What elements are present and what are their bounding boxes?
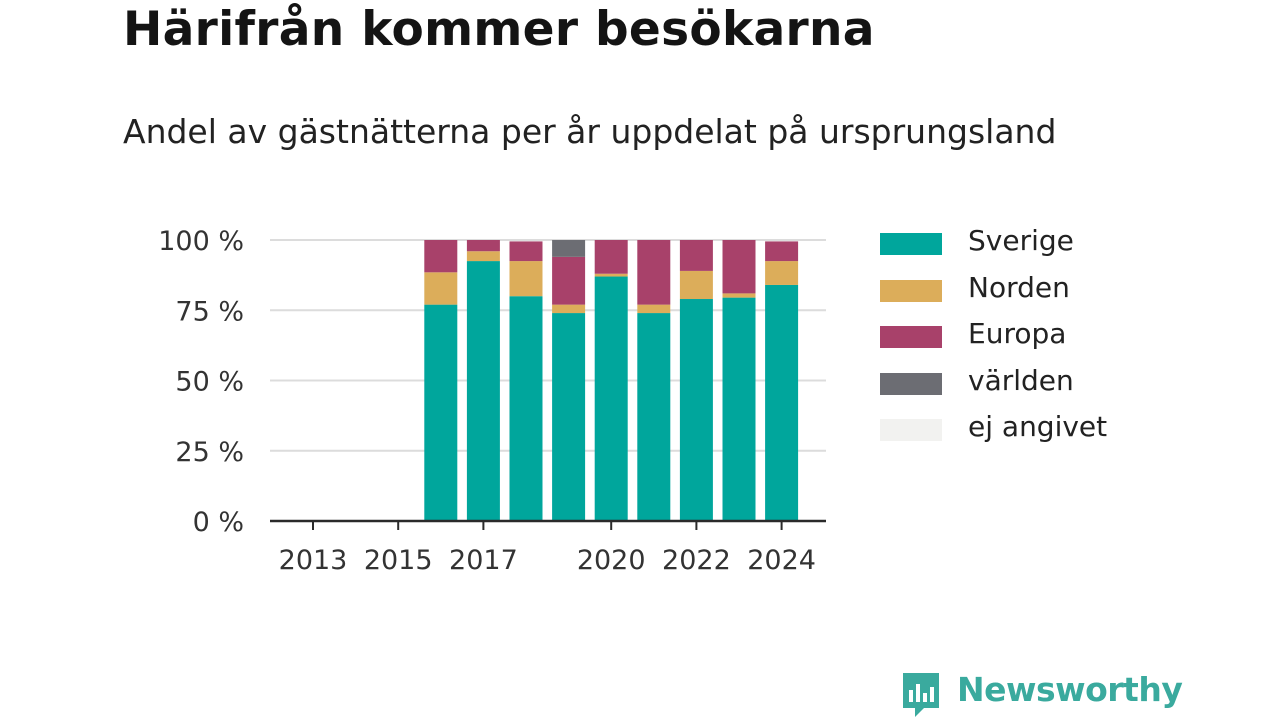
chart-title: Härifrån kommer besökarna bbox=[123, 2, 875, 57]
y-tick-label: 0 % bbox=[193, 507, 244, 538]
bar-segment bbox=[722, 293, 756, 298]
bar-segment bbox=[466, 261, 500, 521]
bar-segment bbox=[679, 299, 713, 521]
bar-segment bbox=[552, 304, 586, 314]
bar-segment bbox=[679, 270, 713, 300]
bar-segment bbox=[552, 256, 586, 305]
bar-segment bbox=[466, 240, 500, 252]
y-tick-label: 75 % bbox=[175, 296, 244, 327]
bar-segment bbox=[637, 304, 671, 314]
x-tick-label: 2024 bbox=[747, 545, 816, 576]
bar-segment bbox=[594, 240, 628, 274]
bar-segment bbox=[722, 297, 756, 521]
y-tick-label: 50 % bbox=[175, 367, 244, 398]
bar-segment bbox=[722, 240, 756, 294]
bar-segment bbox=[509, 241, 543, 262]
bar-segment bbox=[552, 240, 586, 257]
newsworthy-logo-icon bbox=[903, 673, 939, 717]
legend-label: Norden bbox=[968, 270, 1070, 304]
legend-label: Sverige bbox=[968, 224, 1074, 257]
legend-label: Europa bbox=[968, 317, 1067, 350]
legend-swatch bbox=[880, 326, 942, 348]
bar-segment bbox=[509, 261, 543, 297]
x-tick-label: 2013 bbox=[279, 545, 348, 576]
bar-segment bbox=[594, 276, 628, 521]
bar-segment bbox=[594, 273, 628, 277]
legend-swatch bbox=[880, 279, 942, 302]
stacked-bar-chart: 0 % 25 % 50 % 75 % 100 % 2013 2015 2017 2020 2022… bbox=[158, 226, 826, 576]
y-tick-label: 100 % bbox=[158, 226, 244, 257]
bar-segment bbox=[424, 240, 458, 273]
bar-segment bbox=[765, 261, 799, 285]
x-tick-label: 2015 bbox=[364, 545, 433, 576]
x-tick-label: 2022 bbox=[662, 545, 731, 576]
y-tick-label: 25 % bbox=[175, 437, 244, 468]
x-tick-label: 2017 bbox=[449, 545, 518, 576]
bar-segment bbox=[765, 284, 799, 521]
bar-segment bbox=[637, 313, 671, 521]
legend-swatch bbox=[880, 419, 942, 441]
bar-segment bbox=[552, 313, 586, 521]
legend-label: ej angivet bbox=[968, 410, 1108, 443]
chart-subtitle: Andel av gästnätterna per år uppdelat på… bbox=[123, 112, 1057, 151]
x-tick-label: 2020 bbox=[577, 545, 646, 576]
bar-segment bbox=[637, 240, 671, 305]
bar-segment bbox=[424, 304, 458, 521]
bar-segment bbox=[679, 240, 713, 271]
legend-swatch bbox=[880, 233, 942, 255]
brand-name: Newsworthy bbox=[957, 670, 1183, 709]
bar-segment bbox=[765, 241, 799, 262]
legend-swatch bbox=[880, 372, 942, 395]
legend-label: världen bbox=[968, 363, 1074, 397]
bar-segment bbox=[466, 251, 500, 262]
bar-segment bbox=[509, 296, 543, 521]
bar-segment bbox=[424, 272, 458, 305]
